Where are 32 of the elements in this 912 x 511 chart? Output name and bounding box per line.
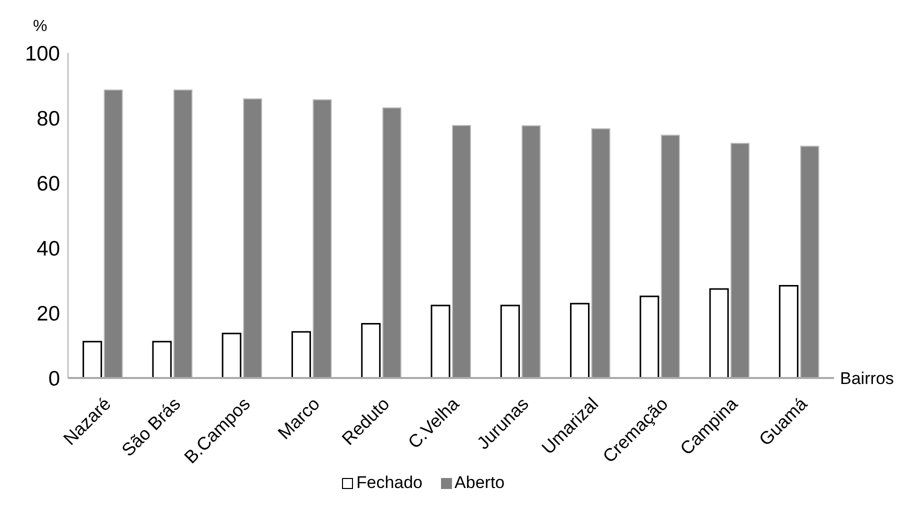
legend-label: Fechado — [356, 473, 423, 493]
bar — [709, 288, 729, 378]
bar — [291, 331, 311, 378]
bar — [104, 90, 123, 378]
y-tick-label: 40 — [36, 237, 60, 260]
bar — [222, 332, 242, 378]
y-tick-label: 80 — [36, 107, 60, 130]
legend-label: Aberto — [454, 473, 505, 493]
bar — [382, 107, 402, 378]
bar — [452, 124, 471, 378]
y-tick-label: 20 — [36, 302, 60, 326]
bar — [243, 98, 262, 378]
bar — [500, 304, 520, 378]
bar — [82, 340, 102, 378]
bar — [361, 322, 381, 378]
x-axis-title: Bairros — [840, 369, 894, 388]
bar — [730, 142, 750, 378]
bar — [800, 146, 820, 378]
bar — [640, 296, 660, 378]
bar — [430, 304, 450, 378]
bar — [778, 284, 798, 378]
bar — [570, 302, 590, 378]
bar — [152, 340, 172, 378]
bar — [522, 125, 541, 378]
y-tick-label: 0 — [48, 367, 60, 390]
bar — [173, 90, 192, 378]
bar — [660, 134, 680, 378]
y-tick-label: 60 — [36, 172, 60, 196]
bar — [312, 99, 332, 378]
y-axis-title: % — [33, 18, 48, 35]
y-tick-label: 100 — [24, 42, 60, 66]
bar — [591, 128, 610, 378]
